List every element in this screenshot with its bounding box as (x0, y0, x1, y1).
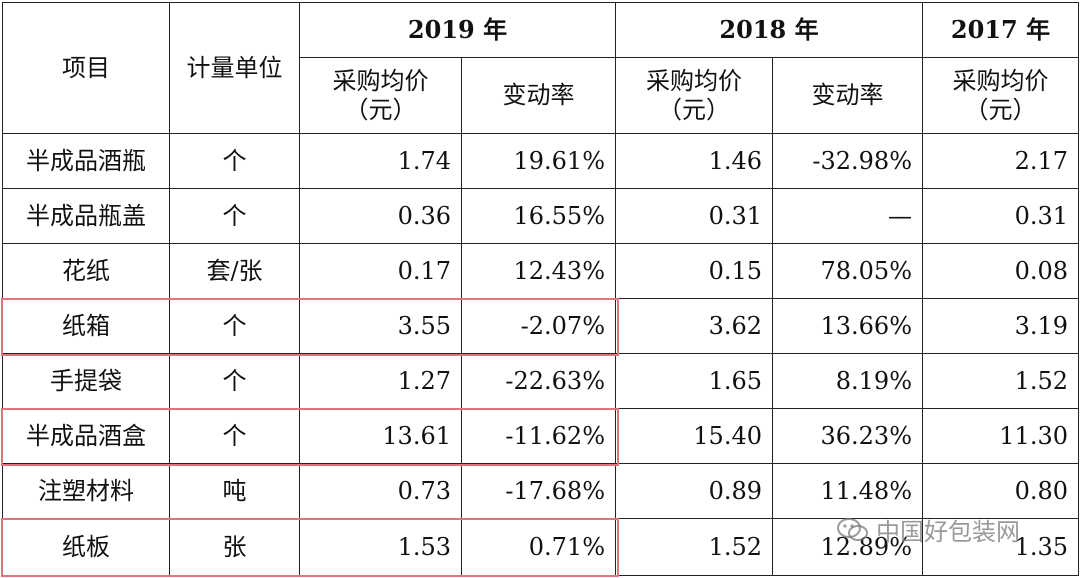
cell-price-2017: 3.19 (922, 298, 1079, 354)
cell-price-2017: 1.35 (922, 518, 1079, 576)
cell-rate-2018: — (772, 188, 923, 244)
table-row: 花纸 套/张 0.17 12.43% 0.15 78.05% 0.08 (2, 243, 1079, 299)
header-price-unit: （元） (964, 95, 1037, 124)
cell-rate-2018: 36.23% (772, 408, 923, 464)
cell-price-2019: 13.61 (299, 408, 462, 464)
cell-unit: 个 (169, 133, 300, 189)
cell-item: 手提袋 (2, 353, 170, 409)
cell-rate-2019: 19.61% (461, 133, 616, 189)
table-row: 手提袋个 1.27 -22.63% 1.65 8.19% 1.52 (2, 353, 1079, 409)
header-rate-2018: 变动率 (772, 57, 923, 134)
table-row: 纸箱个 3.55 -2.07% 3.62 13.66% 3.19 (2, 298, 1079, 354)
header-price-2017: 采购均价 （元） (922, 57, 1079, 134)
cell-price-2018: 0.15 (615, 243, 773, 299)
cell-price-2018: 1.52 (615, 518, 773, 576)
cell-item: 注塑材料 (2, 463, 170, 519)
header-price-2019: 采购均价 （元） (299, 57, 462, 134)
header-item: 项目 (2, 2, 170, 134)
cell-item: 半成品瓶盖 (2, 188, 170, 244)
cell-price-2018: 0.31 (615, 188, 773, 244)
cell-item: 半成品酒盒 (2, 408, 170, 464)
table-row: 注塑材料吨 0.73 -17.68% 0.89 11.48% 0.80 (2, 463, 1079, 519)
cell-rate-2019: -22.63% (461, 353, 616, 409)
header-price-label: 采购均价 (332, 66, 429, 95)
watermark-text: 中国好包装网 (876, 518, 1020, 546)
cell-unit: 个 (169, 353, 300, 409)
cell-unit: 张 (169, 518, 300, 576)
cell-unit: 套/张 (169, 243, 300, 299)
cell-rate-2018: 13.66% (772, 298, 923, 354)
cell-rate-2018: 11.48% (772, 463, 923, 519)
cell-price-2017: 0.31 (922, 188, 1079, 244)
header-year-2018: 2018 年 (615, 2, 923, 58)
cell-unit: 个 (169, 188, 300, 244)
cell-rate-2018: 78.05% (772, 243, 923, 299)
cell-item: 纸板 (2, 518, 170, 576)
table-row: 半成品瓶盖个 0.36 16.55% 0.31—0.31 (2, 188, 1079, 244)
cell-price-2019: 1.53 (299, 518, 462, 576)
cell-item: 纸箱 (2, 298, 170, 354)
cell-price-2018: 1.46 (615, 133, 773, 189)
cell-rate-2018: 8.19% (772, 353, 923, 409)
header-price-unit: （元） (344, 95, 417, 124)
cell-rate-2018: -32.98% (772, 133, 923, 189)
header-rate-2019: 变动率 (461, 57, 616, 134)
table-row: 半成品酒瓶个 1.74 19.61% 1.46 -32.98% 2.17 (2, 133, 1079, 189)
cell-price-2019: 3.55 (299, 298, 462, 354)
cell-item: 花纸 (2, 243, 170, 299)
header-price-label: 采购均价 (952, 66, 1049, 95)
cell-rate-2019: 12.43% (461, 243, 616, 299)
table-row: 半成品酒盒个 13.61 -11.62% 15.40 36.23% 11.30 (2, 408, 1079, 464)
cell-price-2019: 1.74 (299, 133, 462, 189)
cell-rate-2019: -11.62% (461, 408, 616, 464)
cell-price-2017: 2.17 (922, 133, 1079, 189)
cell-price-2018: 1.65 (615, 353, 773, 409)
cell-rate-2019: 16.55% (461, 188, 616, 244)
header-price-label: 采购均价 (646, 66, 742, 95)
cell-price-2018: 15.40 (615, 408, 773, 464)
header-year-2017: 2017 年 (922, 2, 1079, 58)
cell-price-2017: 0.80 (922, 463, 1079, 519)
cell-rate-2019: 0.71% (461, 518, 616, 576)
cell-price-2017: 0.08 (922, 243, 1079, 299)
cell-unit: 个 (169, 298, 300, 354)
cell-rate-2018: 12.89% (772, 518, 923, 576)
cell-price-2019: 0.73 (299, 463, 462, 519)
cell-unit: 个 (169, 408, 300, 464)
cell-price-2018: 0.89 (615, 463, 773, 519)
header-year-2019: 2019 年 (299, 2, 616, 58)
cell-item: 半成品酒瓶 (2, 133, 170, 189)
cell-unit: 吨 (169, 463, 300, 519)
cell-price-2019: 0.36 (299, 188, 462, 244)
cell-price-2019: 1.27 (299, 353, 462, 409)
header-price-unit: （元） (658, 95, 730, 124)
cell-price-2019: 0.17 (299, 243, 462, 299)
cell-price-2017: 1.52 (922, 353, 1079, 409)
cell-price-2018: 3.62 (615, 298, 773, 354)
header-unit: 计量单位 (169, 2, 300, 134)
header-price-2018: 采购均价 （元） (615, 57, 773, 134)
wechat-icon (836, 517, 870, 543)
cell-price-2017: 11.30 (922, 408, 1079, 464)
cell-rate-2019: -17.68% (461, 463, 616, 519)
watermark: 中国好包装网 (836, 512, 1020, 547)
cell-rate-2019: -2.07% (461, 298, 616, 354)
